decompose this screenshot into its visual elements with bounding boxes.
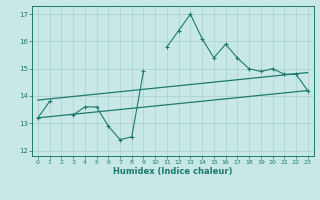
X-axis label: Humidex (Indice chaleur): Humidex (Indice chaleur) (113, 167, 233, 176)
